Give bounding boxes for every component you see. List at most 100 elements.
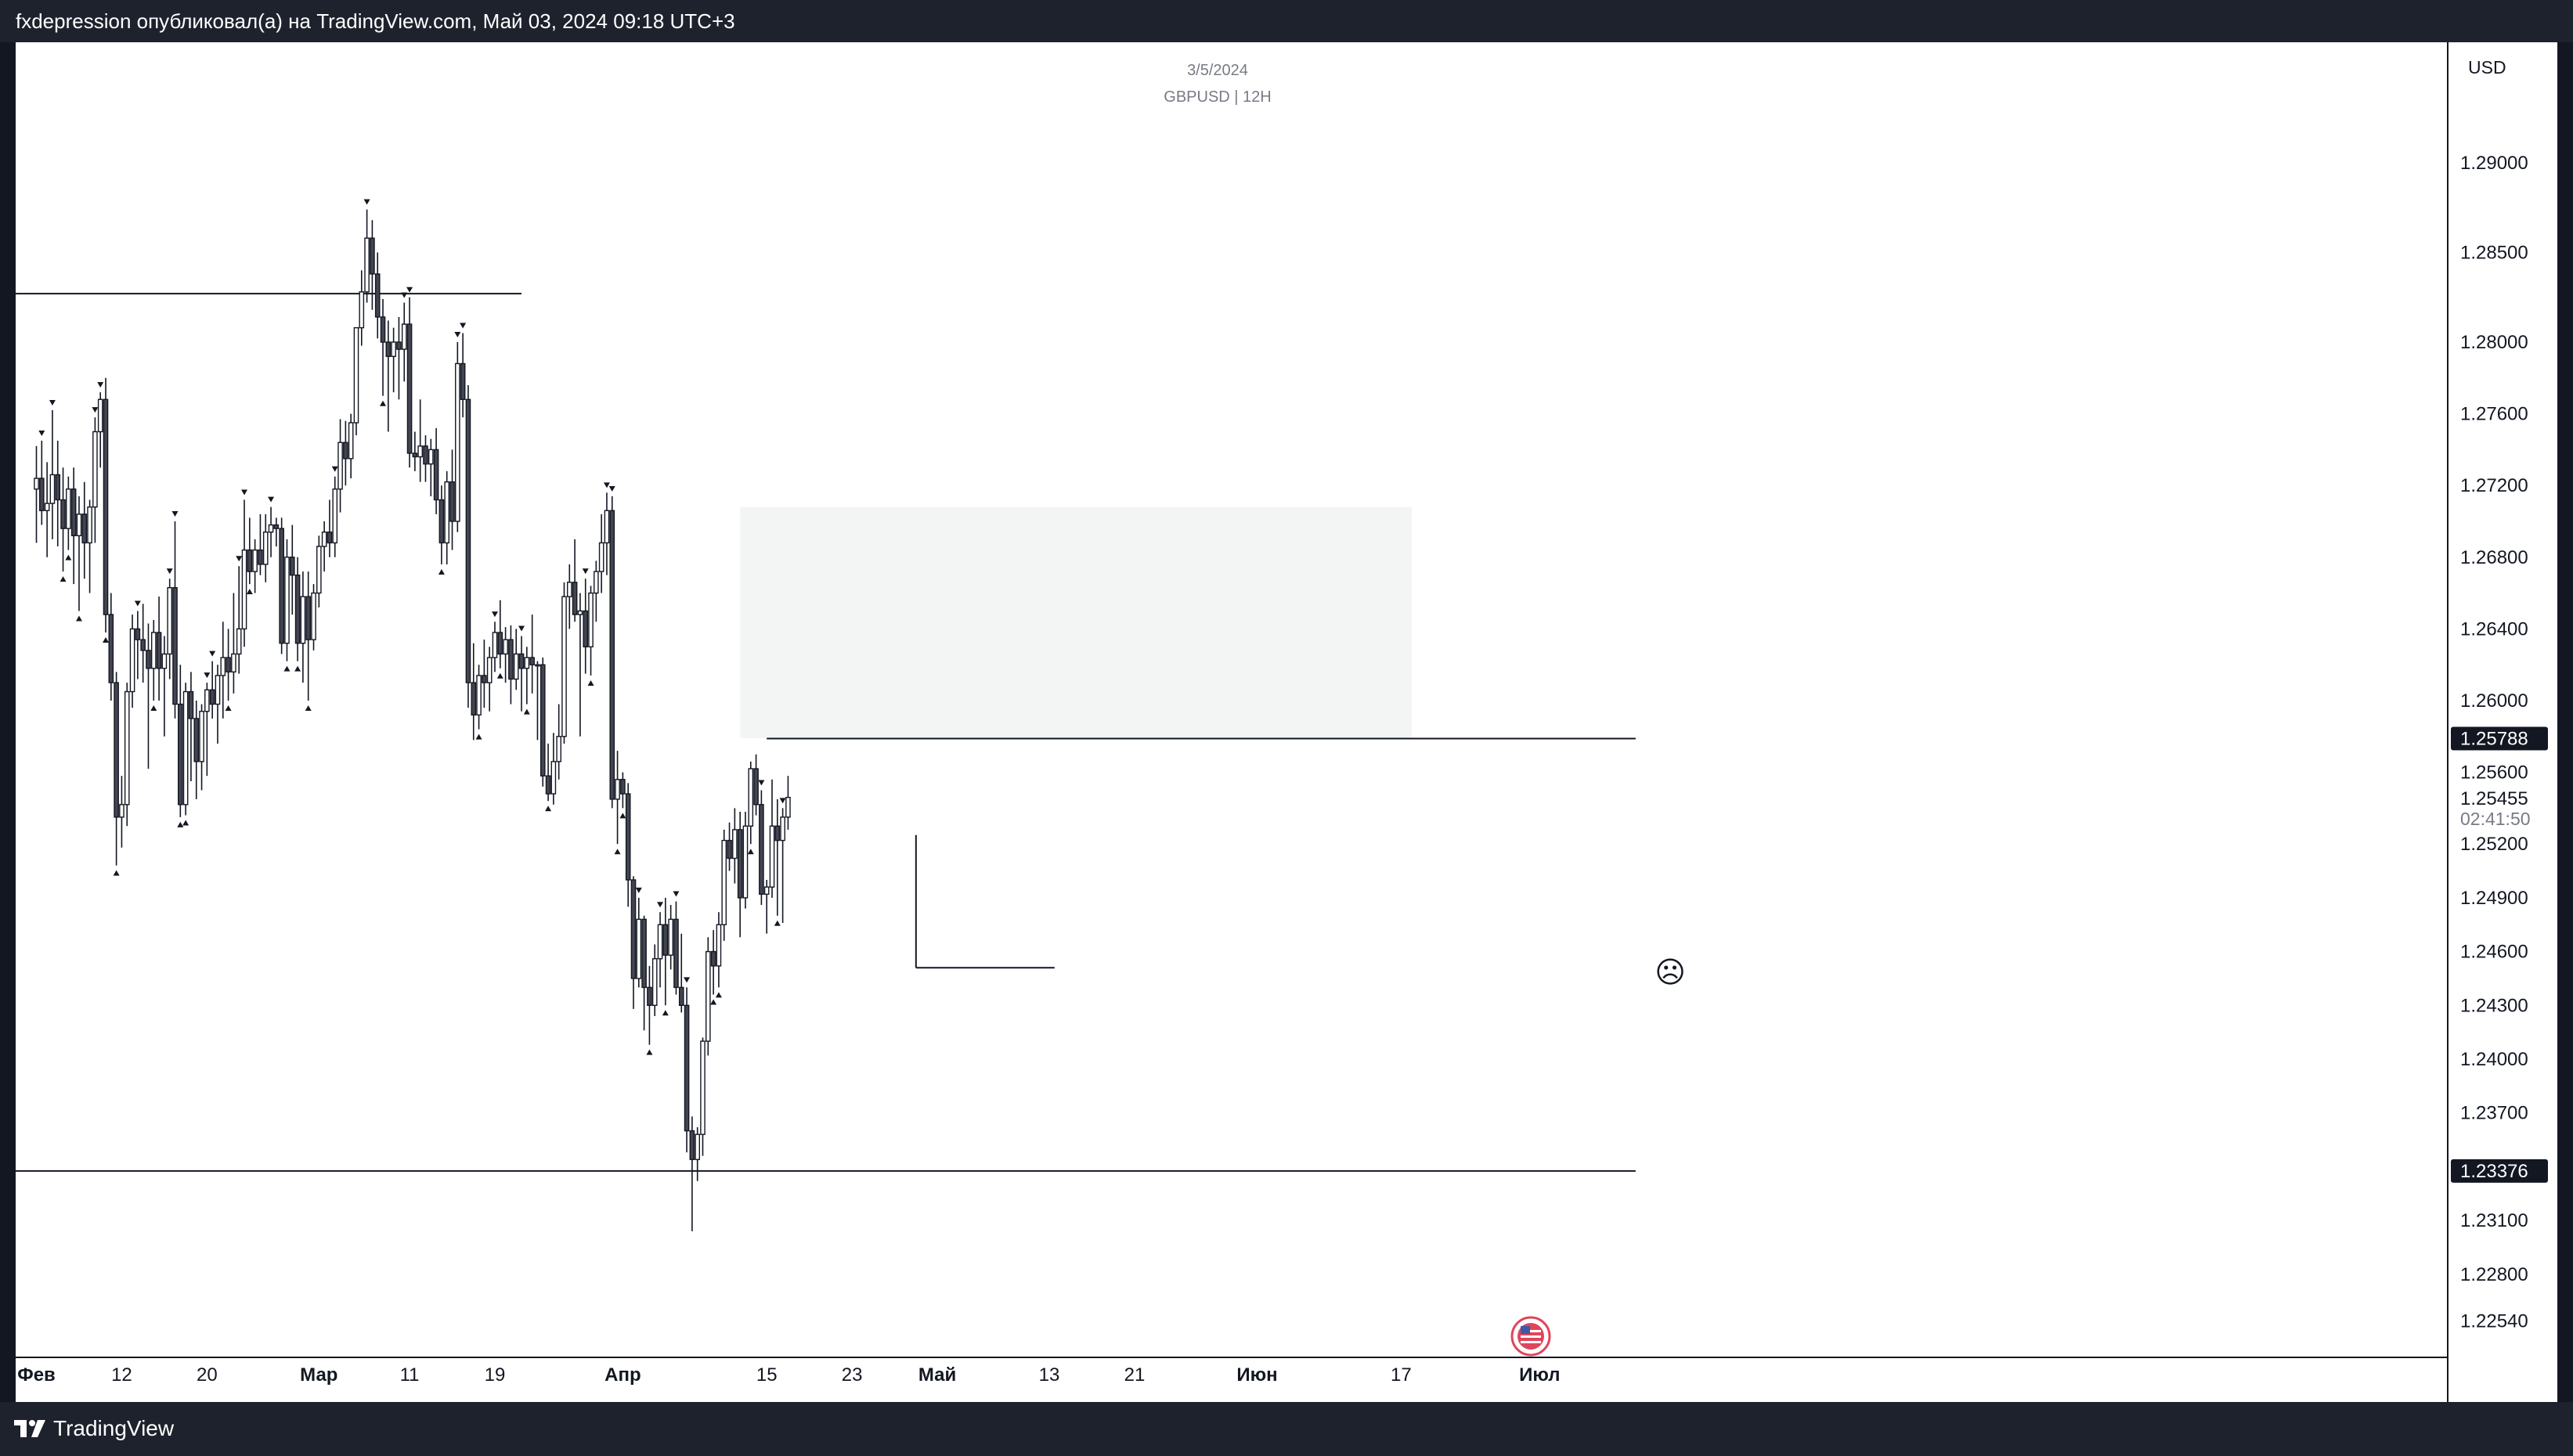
candle [321,521,327,572]
candle-body [550,761,557,795]
candle [583,578,589,674]
candle [657,912,663,988]
candle-body [604,510,610,544]
candle [620,772,626,809]
candle-body [119,804,125,818]
price-label-text: 1.25788 [2460,729,2528,750]
candle [449,449,455,550]
candle [150,619,157,701]
time-axis[interactable]: Фев 12 20 Мар 11 19 Апр 15 23 Май 13 21 Июн 17 Июл [17,1364,1560,1386]
candle-body [780,816,785,842]
candle-body [279,528,284,644]
candle [492,622,498,672]
tradingview-logo[interactable]: TradingView [14,1415,174,1443]
fractal-mark [283,665,290,672]
candle-body [348,422,354,460]
candle [737,811,743,938]
candle-body [769,825,775,888]
chart-frame[interactable]: 3/5/2024 GBPUSD | 12H ☹ USD 1.29000 1.285… [16,42,2557,1402]
candle [721,829,727,941]
candle [455,342,460,532]
fractal-mark [92,407,99,413]
candle [273,517,280,547]
candle-body [370,237,375,275]
candle [199,704,204,791]
candle-body [518,653,525,669]
candle [140,604,146,683]
candle [428,438,434,496]
fractal-mark [380,400,387,406]
candlestick-chart[interactable]: 3/5/2024 GBPUSD | 12H ☹ USD 1.29000 1.285… [16,42,2557,1402]
candle-body [465,398,471,683]
candle [300,571,306,683]
candle [561,582,567,744]
candle [39,440,45,525]
fractal-mark [113,870,120,876]
candle [178,665,183,817]
candle-body [178,703,183,805]
candle-body [81,514,88,544]
fractal-mark [38,430,45,436]
candle-body [129,628,135,693]
candle [311,584,316,651]
candle-body [737,829,743,899]
candle [716,912,722,988]
candle-body [220,657,226,676]
price-tick-label: 1.26800 [2460,547,2528,568]
candle [545,743,551,802]
candle [241,499,247,647]
candle [678,933,684,1013]
candle-body [438,499,445,544]
us-flag-icon[interactable] [1510,1316,1551,1357]
candle-body [513,653,519,680]
fractal-mark [225,705,232,711]
candle [327,499,333,557]
time-tick-label: 17 [1391,1364,1412,1386]
candle-body [460,362,466,400]
currency-label[interactable]: USD [2468,57,2506,77]
candle-body [433,449,439,501]
candle-body [172,587,178,705]
candle-body [668,918,673,956]
tradingview-logo-text: TradingView [53,1416,175,1440]
fractal-mark [182,820,189,826]
candle-body [70,488,77,537]
fractal-mark [747,849,754,855]
candle [615,751,620,845]
candle [305,571,312,701]
candle [710,930,716,995]
candle-body [651,958,658,1007]
candle [119,776,125,848]
price-axis[interactable]: USD [16,42,2506,1402]
time-tick-label: 20 [197,1364,218,1386]
candle-body [343,441,348,460]
fractal-mark [491,611,498,618]
candle [577,593,583,737]
candle-body [615,779,620,800]
candle-body [146,650,151,669]
candle-body [567,582,572,597]
candle [220,622,226,719]
horizontal-lines-layer [16,293,1636,1172]
candle-body [380,316,386,343]
candle-body [391,341,396,358]
candle-body [556,736,561,762]
candles-layer [34,209,791,1231]
price-tick-label: 1.25455 [2460,788,2528,809]
price-tick-label: 1.27200 [2460,475,2528,496]
candle-body [316,546,322,594]
fractal-mark [715,992,722,998]
candle [759,790,764,906]
fractal-mark [204,672,211,679]
fractal-mark [646,1049,653,1055]
candle-body [700,1040,706,1135]
candle-body [503,639,508,655]
candle-body [412,452,418,458]
time-tick-label: 23 [842,1364,863,1386]
candle-body [401,323,407,350]
candle [742,811,749,909]
price-tick-label: 1.28000 [2460,332,2528,353]
candle-body [34,478,39,490]
candle [769,779,775,898]
candle-body [226,657,231,673]
